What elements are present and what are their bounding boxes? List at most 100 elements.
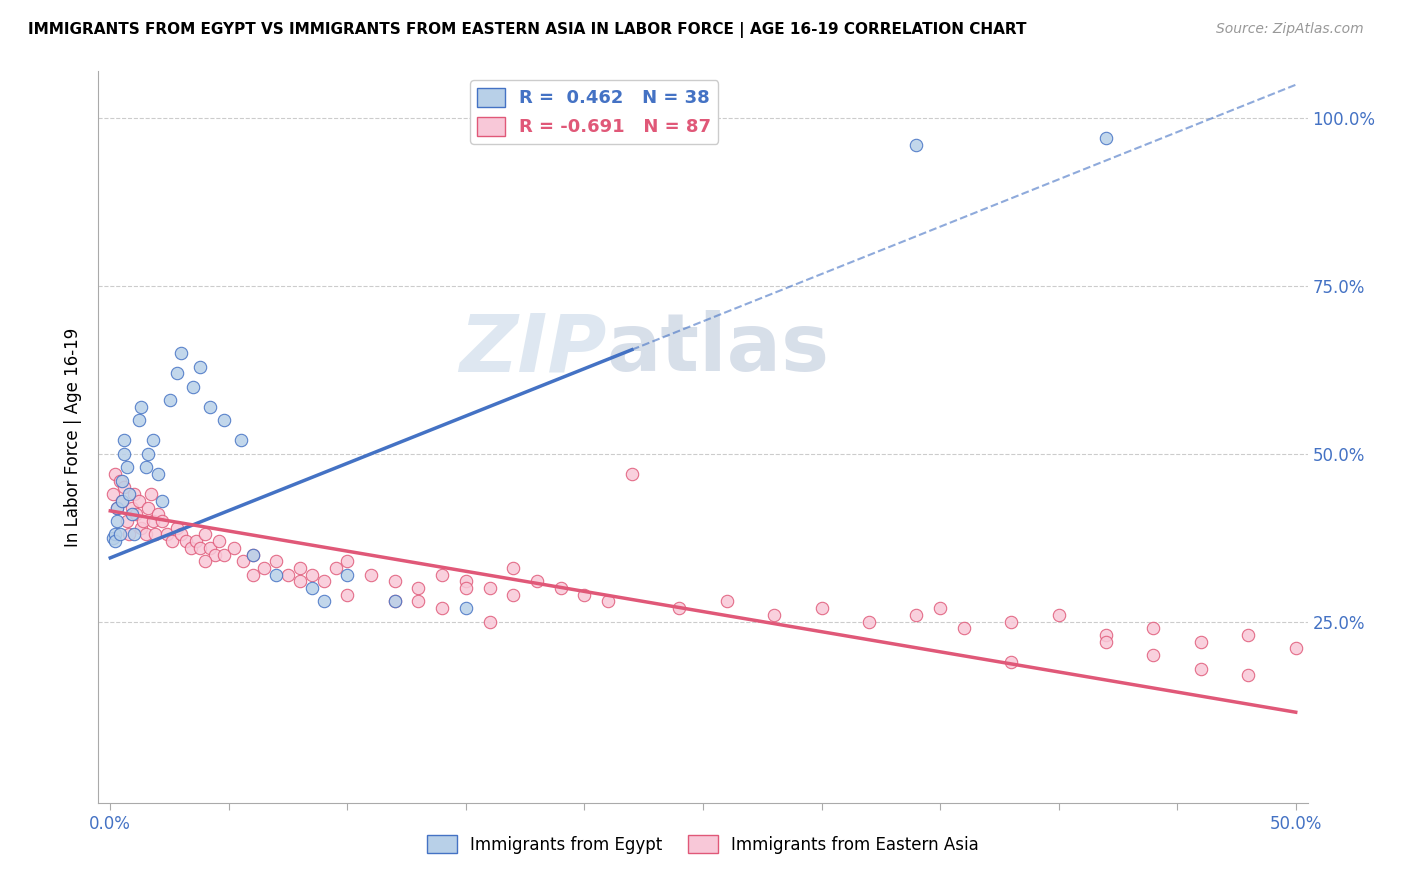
Point: [1095, 634, 1118, 648]
Text: Source: ZipAtlas.com: Source: ZipAtlas.com: [1216, 22, 1364, 37]
Point: [104, 527, 127, 541]
Point: [208, 534, 231, 549]
Point: [105, 500, 128, 515]
Point: [336, 554, 359, 568]
Point: [115, 460, 138, 475]
Point: [121, 508, 143, 522]
Point: [1237, 668, 1260, 682]
Point: [232, 554, 254, 568]
Point: [166, 367, 188, 381]
Point: [432, 601, 454, 615]
Point: [668, 601, 690, 615]
Point: [180, 541, 202, 555]
Point: [574, 588, 596, 602]
Point: [170, 346, 193, 360]
Point: [1095, 131, 1118, 145]
Point: [139, 487, 162, 501]
Point: [194, 527, 217, 541]
Point: [1142, 621, 1164, 635]
Point: [114, 447, 136, 461]
Point: [122, 527, 145, 541]
Point: [810, 601, 832, 615]
Point: [384, 594, 406, 608]
Point: [1285, 641, 1308, 656]
Point: [174, 534, 197, 549]
Point: [181, 380, 204, 394]
Point: [408, 594, 430, 608]
Point: [1000, 615, 1022, 629]
Point: [1000, 655, 1022, 669]
Point: [1189, 662, 1212, 676]
Point: [184, 534, 207, 549]
Point: [336, 588, 359, 602]
Point: [204, 548, 226, 562]
Point: [152, 493, 174, 508]
Point: [190, 359, 212, 374]
Point: [384, 574, 406, 589]
Point: [132, 514, 155, 528]
Point: [115, 514, 138, 528]
Point: [1047, 607, 1070, 622]
Point: [170, 527, 193, 541]
Point: [104, 467, 127, 481]
Point: [454, 574, 477, 589]
Point: [212, 413, 235, 427]
Point: [242, 567, 264, 582]
Point: [432, 567, 454, 582]
Point: [478, 581, 501, 595]
Point: [122, 487, 145, 501]
Point: [136, 500, 159, 515]
Point: [952, 621, 974, 635]
Point: [1237, 628, 1260, 642]
Point: [105, 500, 128, 515]
Point: [905, 138, 928, 153]
Point: [105, 514, 128, 528]
Point: [1095, 628, 1118, 642]
Point: [360, 567, 382, 582]
Point: [194, 554, 217, 568]
Point: [101, 531, 124, 545]
Point: [598, 594, 620, 608]
Point: [325, 561, 347, 575]
Point: [111, 493, 134, 508]
Point: [128, 413, 150, 427]
Point: [129, 400, 152, 414]
Point: [526, 574, 548, 589]
Point: [716, 594, 738, 608]
Point: [858, 615, 880, 629]
Point: [114, 434, 136, 448]
Point: [129, 521, 152, 535]
Point: [142, 514, 165, 528]
Point: [212, 548, 235, 562]
Point: [763, 607, 786, 622]
Point: [229, 434, 252, 448]
Point: [905, 607, 928, 622]
Text: IMMIGRANTS FROM EGYPT VS IMMIGRANTS FROM EASTERN ASIA IN LABOR FORCE | AGE 16-19: IMMIGRANTS FROM EGYPT VS IMMIGRANTS FROM…: [28, 22, 1026, 38]
Point: [111, 474, 134, 488]
Point: [156, 527, 179, 541]
Point: [135, 527, 157, 541]
Point: [222, 541, 245, 555]
Point: [253, 561, 276, 575]
Point: [264, 567, 287, 582]
Point: [1189, 634, 1212, 648]
Point: [142, 434, 165, 448]
Point: [550, 581, 572, 595]
Point: [160, 534, 183, 549]
Point: [111, 493, 134, 508]
Y-axis label: In Labor Force | Age 16-19: In Labor Force | Age 16-19: [65, 327, 83, 547]
Point: [454, 601, 477, 615]
Point: [277, 567, 299, 582]
Point: [190, 541, 212, 555]
Point: [301, 581, 323, 595]
Point: [198, 541, 221, 555]
Point: [101, 487, 124, 501]
Point: [128, 493, 150, 508]
Point: [108, 527, 131, 541]
Point: [1142, 648, 1164, 662]
Point: [146, 508, 169, 522]
Point: [198, 400, 221, 414]
Point: [408, 581, 430, 595]
Point: [136, 447, 159, 461]
Point: [118, 487, 141, 501]
